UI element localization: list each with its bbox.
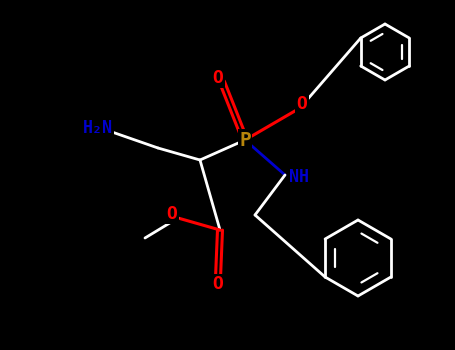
Text: O: O: [212, 275, 223, 293]
Text: H₂N: H₂N: [83, 119, 113, 137]
Text: P: P: [239, 131, 251, 149]
Text: O: O: [297, 95, 308, 113]
Text: NH: NH: [289, 168, 309, 186]
Text: O: O: [167, 205, 177, 223]
Text: O: O: [212, 69, 223, 87]
